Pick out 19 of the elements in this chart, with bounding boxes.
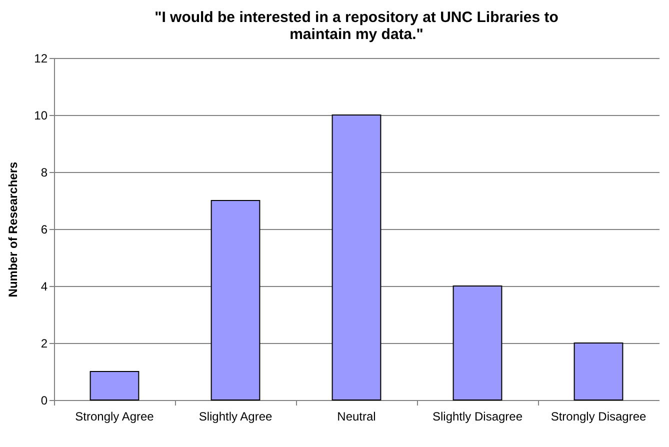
x-tick-label: Strongly Disagree bbox=[550, 410, 647, 424]
x-tick-label: Slightly Disagree bbox=[432, 410, 523, 424]
bar bbox=[90, 371, 140, 400]
y-tick-label: 10 bbox=[34, 108, 48, 122]
x-tick-label: Neutral bbox=[337, 410, 376, 424]
y-axis-title: Number of Researchers bbox=[6, 161, 20, 298]
y-tick-label: 12 bbox=[34, 52, 48, 66]
chart-title: "I would be interested in a repository at UNC Libraries to maintain my data." bbox=[154, 9, 558, 43]
bar bbox=[574, 342, 624, 400]
bar bbox=[210, 200, 260, 400]
bar bbox=[332, 114, 382, 400]
y-tick-label: 2 bbox=[40, 336, 48, 350]
y-tick-label: 8 bbox=[40, 166, 48, 180]
y-tick-label: 0 bbox=[40, 394, 48, 408]
y-tick-label: 6 bbox=[40, 222, 48, 236]
x-tick-label: Slightly Agree bbox=[198, 410, 273, 424]
x-tick-label: Strongly Agree bbox=[75, 410, 154, 424]
y-tick-label: 4 bbox=[40, 280, 48, 294]
bar bbox=[452, 286, 502, 400]
